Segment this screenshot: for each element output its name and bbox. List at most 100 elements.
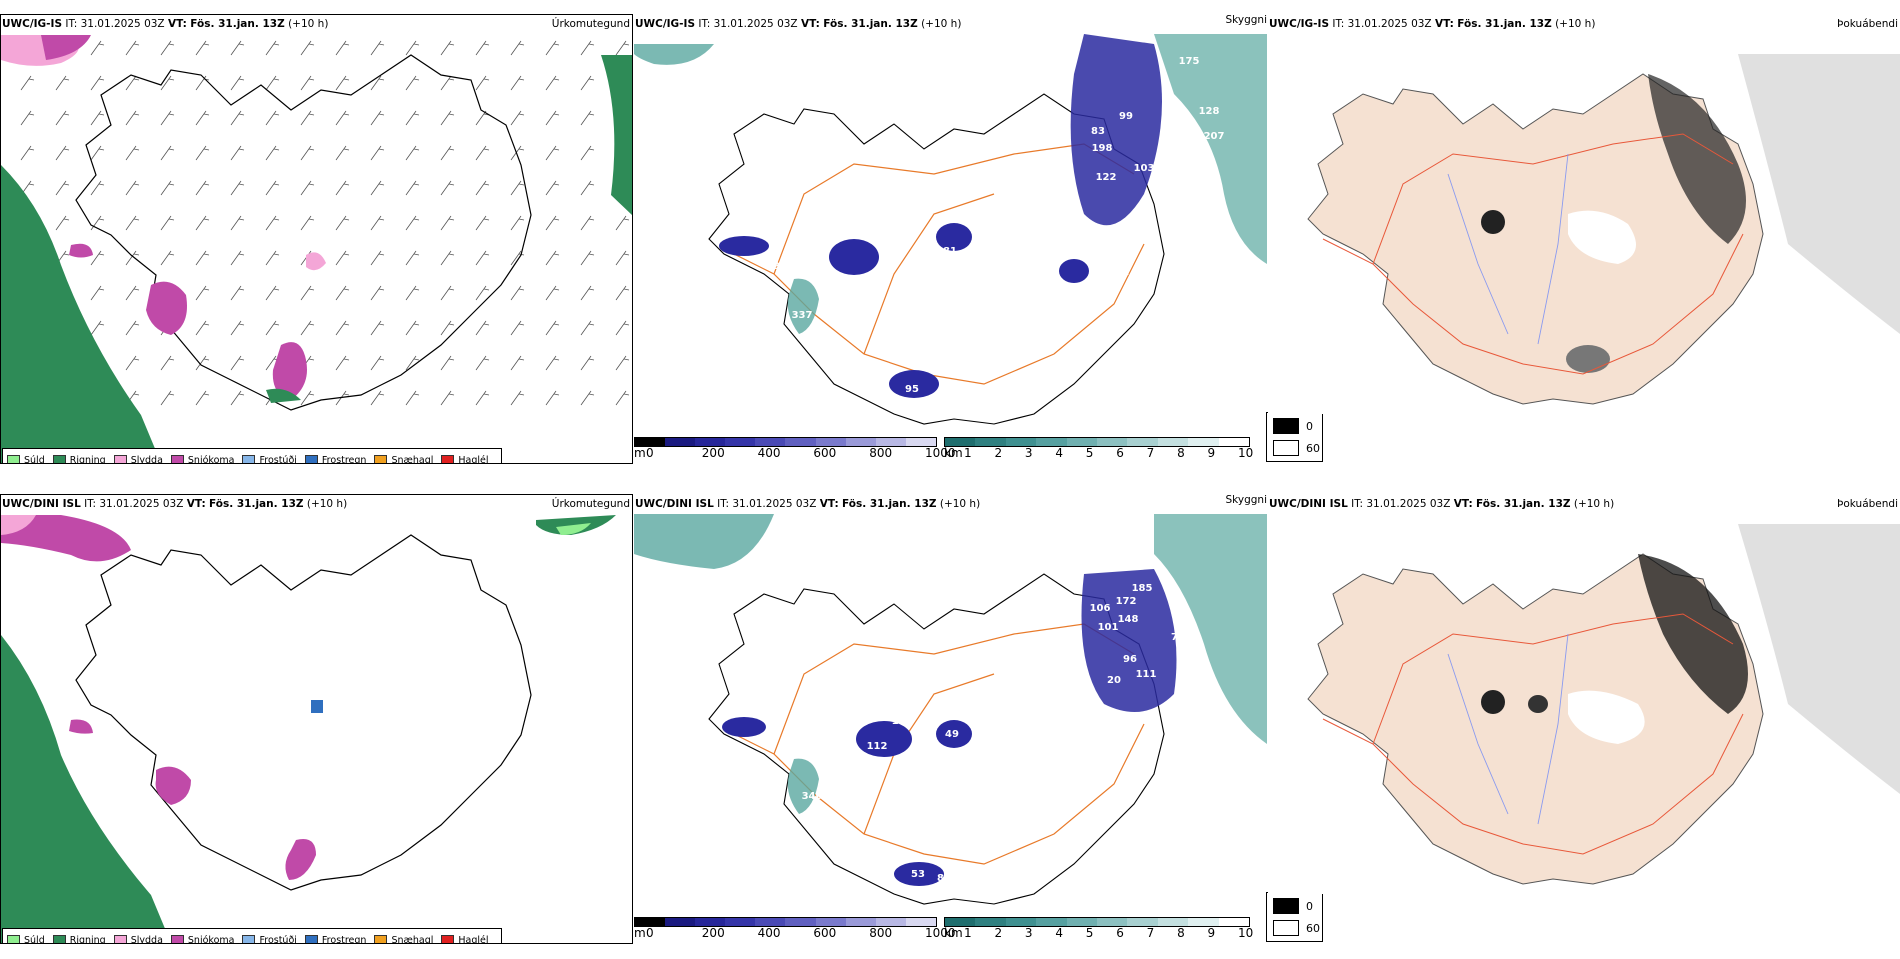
visibility-map: 185 172 106 101 148 96 79 20 111 47 57 1… — [634, 514, 1267, 905]
colorbar-swatch — [875, 918, 906, 926]
colorbar-tick: 800 — [869, 446, 893, 460]
legend-swatch — [374, 934, 388, 943]
fog-high-area-east — [1638, 554, 1748, 714]
cloud-base-label: 88 — [937, 873, 951, 884]
fog-area-sea — [1738, 524, 1900, 794]
sleet-area — [1, 515, 36, 535]
colorbar-tick: 9 — [1207, 926, 1216, 940]
colorbar-tick: 2 — [994, 446, 1003, 460]
snow-area-nw — [41, 35, 91, 60]
legend-label: Frostregn — [321, 454, 367, 464]
land-fog-low — [1307, 553, 1764, 885]
cloud-base-label: 112 — [867, 741, 888, 752]
cloud-base-label: 83 — [1091, 126, 1105, 137]
colorbar-swatch — [945, 438, 976, 446]
precip-type-legend: Súld Rigning Slydda Snjókoma Frostúði Frostre… — [2, 448, 502, 464]
panel-header: UWC/IG-IS IT: 31.01.2025 03Z VT: Fös. 31… — [635, 18, 962, 30]
colorbar-tick: 400 — [757, 926, 781, 940]
colorbar-swatch — [1218, 438, 1250, 446]
colorbar-swatch — [1157, 918, 1189, 926]
legend-item: Haglél — [441, 934, 489, 943]
colorbar-tick: 9 — [1207, 446, 1216, 460]
colorbar-tick: 1 — [964, 926, 972, 940]
colorbar-swatch — [975, 438, 1006, 446]
legend-item: Snæhagl — [374, 934, 433, 943]
colorbar-swatch — [1036, 918, 1067, 926]
road-network — [1322, 613, 1744, 855]
fog-area-sea — [1738, 54, 1900, 334]
colorbar-swatch — [1066, 918, 1098, 926]
panel-title: Skyggni — [1225, 494, 1268, 506]
low-vis-area-east — [1154, 34, 1267, 264]
colorbar-swatch — [1127, 918, 1158, 926]
precip-type-panel-row2: UWC/DINI ISL IT: 31.01.2025 03Z VT: Fös.… — [0, 494, 633, 944]
precip-map — [1, 35, 632, 463]
visibility-map: 175 128 207 99 83 198 103 122 85 62 100 … — [634, 34, 1267, 425]
snow-area-nw — [1, 515, 131, 562]
legend-label: Súld — [24, 454, 45, 464]
legend-item: Haglél — [441, 454, 489, 464]
vis-colorbar-swatches — [944, 917, 1250, 927]
legend-item: Snjókoma — [170, 454, 234, 463]
fog-index-panel-row1: UWC/IG-IS IT: 31.01.2025 03Z VT: Fös. 31… — [1268, 14, 1900, 414]
panel-header: UWC/IG-IS IT: 31.01.2025 03Z VT: Fös. 31… — [2, 18, 329, 30]
rain-area-west — [1, 165, 161, 463]
legend-item: Slydda — [113, 454, 163, 463]
colorbar-tick: 2 — [994, 926, 1003, 940]
snow-area-south — [285, 839, 316, 880]
cloud-base-label: 99 — [1119, 111, 1133, 122]
cloud-base-label: 346 — [802, 791, 823, 802]
cloud-base-label: 64 — [872, 378, 886, 389]
legend-swatch — [52, 934, 66, 943]
colorbar-swatch — [1218, 918, 1250, 926]
colorbar-tick: 800 — [869, 926, 893, 940]
cloud-base-label: 95 — [905, 384, 919, 395]
colorbar-tick: 200 — [701, 926, 725, 940]
legend-swatch — [113, 934, 127, 943]
rain-area-south — [266, 388, 301, 403]
legend-label: Frostregn — [321, 934, 367, 944]
river-network — [1447, 633, 1569, 825]
fog-map — [1307, 524, 1900, 885]
freezing-rain-area — [311, 700, 323, 713]
colorbar-swatch — [875, 438, 906, 446]
legend-item: Súld — [7, 934, 45, 944]
legend-label: Slydda — [130, 934, 163, 944]
colorbar-swatch — [785, 438, 816, 446]
cloud-base-label: 106 — [1090, 603, 1111, 614]
colorbar-swatch — [755, 438, 786, 446]
legend-swatch — [304, 454, 318, 463]
colorbar-swatch — [945, 918, 976, 926]
visibility-panel-row1: UWC/IG-IS IT: 31.01.2025 03Z VT: Fös. 31… — [634, 14, 1267, 479]
colorbar-swatch — [975, 918, 1006, 926]
cloud-base-labels: 175 128 207 99 83 198 103 122 85 62 100 … — [669, 56, 1224, 395]
panel-header: UWC/DINI ISL IT: 31.01.2025 03Z VT: Fös.… — [635, 498, 981, 510]
wind-barbs — [20, 40, 630, 406]
colorbar-tick: 4 — [1055, 446, 1063, 460]
cloud-base-label: 337 — [792, 310, 813, 321]
cloud-base-label: 79 — [1171, 632, 1185, 643]
fog-high-area-east — [1648, 74, 1746, 244]
cloud-base-label: 172 — [1116, 596, 1137, 607]
colorbar-swatch — [665, 918, 696, 926]
precip-type-panel-row1: UWC/IG-IS IT: 31.01.2025 03Z VT: Fös. 31… — [0, 14, 633, 464]
legend-swatch — [52, 454, 66, 463]
legend-swatch — [7, 934, 20, 943]
panel-title: Úrkomutegund — [551, 498, 630, 510]
panel-title: Skyggni — [1225, 14, 1268, 26]
legend-label: Snæhagl — [391, 454, 434, 464]
cloud-base-label: 111 — [1136, 669, 1157, 680]
colorbar-swatch — [1005, 918, 1037, 926]
colorbar-swatch — [695, 918, 726, 926]
legend-label: Súld — [24, 934, 45, 944]
legend-item: Slydda — [113, 934, 163, 944]
colorbar-swatch — [905, 918, 936, 926]
glacier-white — [1568, 690, 1645, 744]
fog-glacier-2 — [1528, 695, 1548, 713]
cloud-base-label: 175 — [1179, 56, 1200, 67]
colorbar-tick: 5 — [1085, 926, 1094, 940]
legend-label: Haglél — [458, 454, 489, 464]
fog-index-panel-row2: UWC/DINI ISL IT: 31.01.2025 03Z VT: Fös.… — [1268, 494, 1900, 894]
rain-area-east — [601, 55, 632, 215]
snow-area-southwest — [146, 281, 187, 335]
